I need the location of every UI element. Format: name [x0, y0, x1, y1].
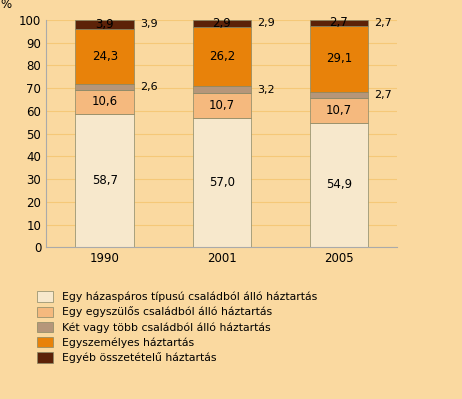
Text: 57,0: 57,0 [209, 176, 235, 189]
Bar [310, 26, 368, 92]
Text: 2,7: 2,7 [374, 90, 392, 100]
Bar [310, 122, 368, 247]
Text: 3,2: 3,2 [257, 85, 274, 95]
Bar [310, 98, 368, 122]
Legend: Egy házaspáros típusú családból álló háztartás, Egy egyszülős családból álló ház: Egy házaspáros típusú családból álló ház… [32, 287, 321, 367]
Text: %: % [0, 0, 12, 11]
Text: 2,9: 2,9 [213, 17, 231, 30]
Text: 26,2: 26,2 [209, 50, 235, 63]
Bar [193, 93, 251, 118]
Text: 2,7: 2,7 [374, 18, 392, 28]
Bar [75, 20, 134, 29]
Text: 58,7: 58,7 [92, 174, 118, 187]
Bar [75, 29, 134, 84]
Text: 2,9: 2,9 [257, 18, 274, 28]
Bar [193, 118, 251, 247]
Text: 10,6: 10,6 [91, 95, 118, 108]
Text: 54,9: 54,9 [326, 178, 352, 192]
Text: 3,9: 3,9 [96, 18, 114, 31]
Bar [75, 84, 134, 90]
Text: 10,7: 10,7 [209, 99, 235, 112]
Text: 24,3: 24,3 [91, 50, 118, 63]
Bar [75, 90, 134, 114]
Text: 2,6: 2,6 [140, 82, 158, 92]
Bar [310, 20, 368, 26]
Text: 2,7: 2,7 [329, 16, 348, 29]
Bar [75, 114, 134, 247]
Bar [193, 86, 251, 93]
Text: 29,1: 29,1 [326, 52, 352, 65]
Bar [193, 20, 251, 27]
Text: 3,9: 3,9 [140, 19, 158, 29]
Bar [310, 92, 368, 98]
Bar [193, 27, 251, 86]
Text: 10,7: 10,7 [326, 104, 352, 117]
